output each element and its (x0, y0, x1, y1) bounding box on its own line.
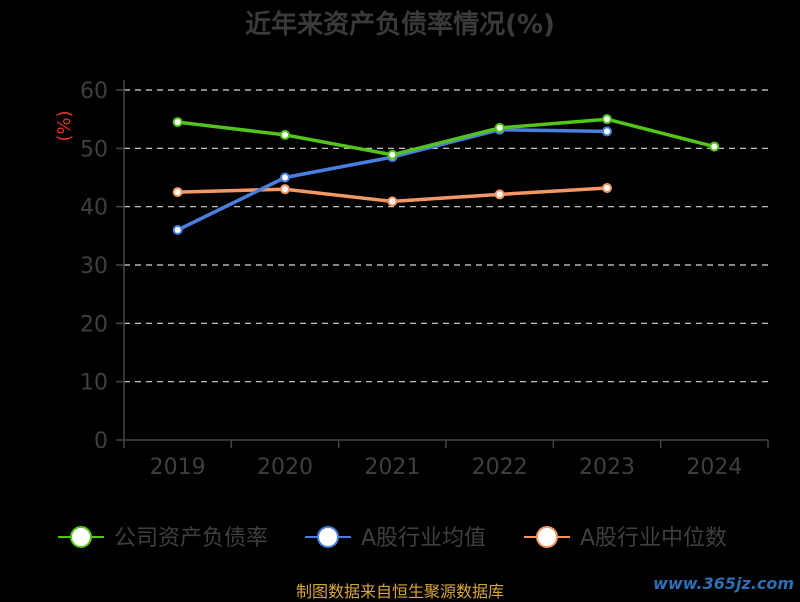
legend-label: 公司资产负债率 (114, 526, 268, 551)
x-tick-label: 2019 (150, 455, 206, 480)
legend-label: A股行业中位数 (580, 526, 727, 551)
data-point (280, 129, 290, 140)
watermark-logo: www.365jz.com (653, 574, 794, 593)
data-point (709, 141, 720, 152)
y-tick-label: 60 (80, 79, 108, 104)
y-tick-label: 0 (94, 429, 108, 454)
legend-label: A股行业均值 (361, 526, 486, 551)
data-point (387, 149, 398, 160)
data-point (172, 225, 183, 235)
x-tick-label: 2024 (686, 455, 742, 480)
legend-marker (70, 526, 92, 548)
y-tick-label: 30 (80, 254, 108, 279)
y-axis-label: (%) (54, 110, 75, 141)
y-tick-label: 10 (80, 371, 108, 396)
data-point (494, 122, 505, 133)
data-point (602, 126, 612, 137)
series-line-1 (175, 127, 609, 232)
data-point (172, 187, 183, 198)
y-tick-label: 50 (80, 137, 108, 162)
x-tick-label: 2023 (579, 455, 635, 480)
data-point (280, 172, 290, 183)
data-point (280, 184, 290, 195)
data-point (602, 183, 612, 193)
y-tick-label: 40 (80, 196, 108, 221)
data-point (602, 114, 612, 125)
data-point (172, 117, 183, 128)
x-tick-label: 2022 (472, 455, 528, 480)
data-point (387, 196, 398, 207)
series-line-0 (175, 117, 717, 157)
chart-title: 近年来资产负债率情况(%) (245, 10, 555, 40)
data-source-note: 制图数据来自恒生聚源数据库 (295, 582, 504, 601)
legend-marker (317, 526, 339, 548)
data-point (494, 189, 505, 200)
x-tick-label: 2020 (257, 455, 313, 480)
legend-marker (536, 526, 558, 548)
y-tick-label: 20 (80, 312, 108, 337)
x-tick-label: 2021 (364, 455, 420, 480)
